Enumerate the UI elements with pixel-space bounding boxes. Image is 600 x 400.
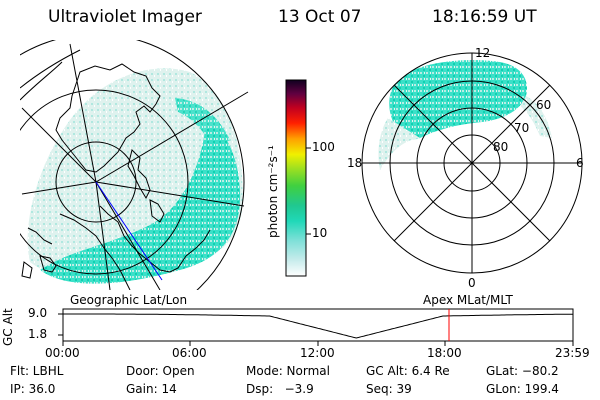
gain-info: Gain: 14 xyxy=(126,382,177,396)
lon-line xyxy=(69,43,97,183)
mlat-label-70: 70 xyxy=(514,121,530,135)
lat-circle xyxy=(55,141,137,223)
coastline xyxy=(55,63,161,173)
time-tick: 06:00 xyxy=(172,346,207,360)
geographic-map xyxy=(20,40,249,290)
dsp-info: Dsp: −3.9 xyxy=(246,382,314,396)
time-label: 18:16:59 UT xyxy=(432,7,537,27)
lat-circle xyxy=(20,40,245,290)
lon-line xyxy=(21,107,97,183)
color-bar xyxy=(285,79,311,277)
spacecraft-track xyxy=(95,181,163,281)
mlat-label-60: 60 xyxy=(536,98,552,112)
lon-line xyxy=(95,181,161,290)
altitude-plot xyxy=(58,308,574,346)
altitude-axis-label: GC Alt xyxy=(1,308,15,346)
colorbar-tick-100: 100 xyxy=(312,140,335,154)
altitude-tick-1-8: 1.8 xyxy=(28,327,48,341)
aurora-oval-region xyxy=(40,128,241,284)
glat-info: GLat: −80.2 xyxy=(486,364,559,378)
coastline xyxy=(59,213,131,290)
lon-line xyxy=(95,91,249,183)
door-info: Door: Open xyxy=(126,364,195,378)
time-tick: 12:00 xyxy=(300,346,335,360)
aurora-oval-region xyxy=(389,60,527,140)
magnetic-polar-plot xyxy=(361,52,583,274)
time-tick: 00:00 xyxy=(45,346,80,360)
lon-line xyxy=(95,181,111,290)
filter-info: Flt: LBHL xyxy=(10,364,64,378)
altitude-curve xyxy=(63,313,573,339)
colorbar-tick-10: 10 xyxy=(312,226,328,240)
altitude-tick-9: 9.0 xyxy=(28,306,48,320)
seq-info: Seq: 39 xyxy=(366,382,412,396)
left-panel-caption: Geographic Lat/Lon xyxy=(70,293,188,307)
coastline xyxy=(99,205,211,273)
lon-line xyxy=(95,181,245,207)
mlt-label-dusk: 18 xyxy=(347,156,363,170)
time-tick: 18:00 xyxy=(427,346,462,360)
gc-alt-info: GC Alt: 6.4 Re xyxy=(366,364,450,378)
colorbar-units-label: photon cm⁻²s⁻¹ xyxy=(266,145,280,238)
lon-line xyxy=(21,181,97,195)
coastline xyxy=(127,149,151,200)
time-tick: 23:59 xyxy=(555,346,590,360)
instrument-title: Ultraviolet Imager xyxy=(48,7,202,27)
date-label: 13 Oct 07 xyxy=(278,7,362,27)
lat-circle xyxy=(20,89,189,275)
glon-info: GLon: 199.4 xyxy=(486,382,559,396)
ip-info: IP: 36.0 xyxy=(10,382,56,396)
mlt-label-noon: 12 xyxy=(475,46,491,60)
mlat-label-80: 80 xyxy=(493,140,509,154)
mlt-label-dawn: 6 xyxy=(576,156,584,170)
mlt-label-midnight: 0 xyxy=(468,276,476,290)
right-panel-caption: Apex MLat/MLT xyxy=(423,293,513,307)
mode-info: Mode: Normal xyxy=(246,364,330,378)
